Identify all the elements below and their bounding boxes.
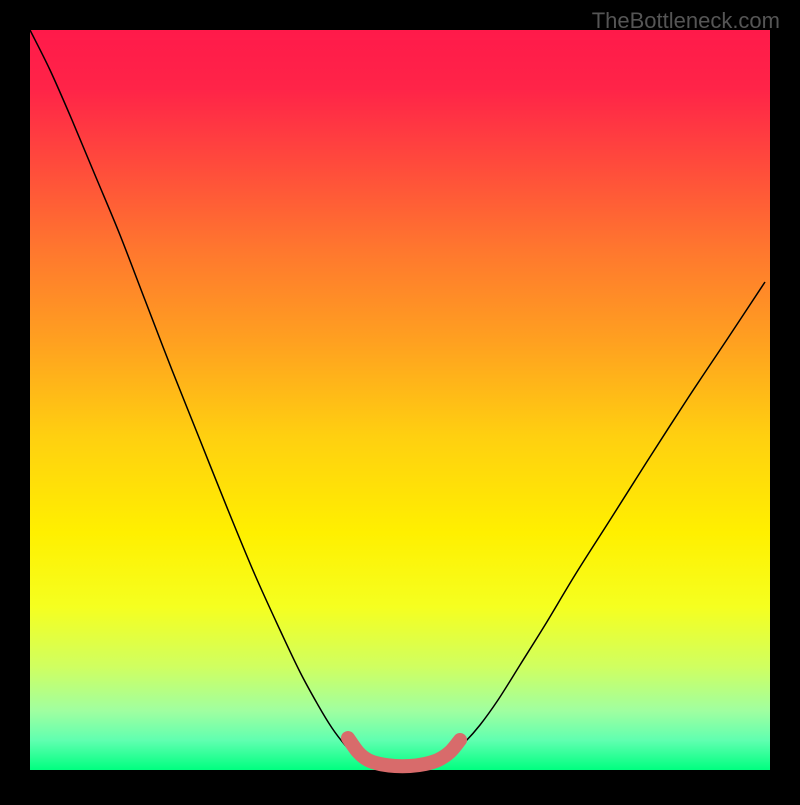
- watermark-text: TheBottleneck.com: [592, 8, 780, 34]
- chart-container: TheBottleneck.com: [0, 0, 800, 800]
- plot-background: [30, 30, 770, 770]
- bottleneck-chart: [0, 0, 800, 800]
